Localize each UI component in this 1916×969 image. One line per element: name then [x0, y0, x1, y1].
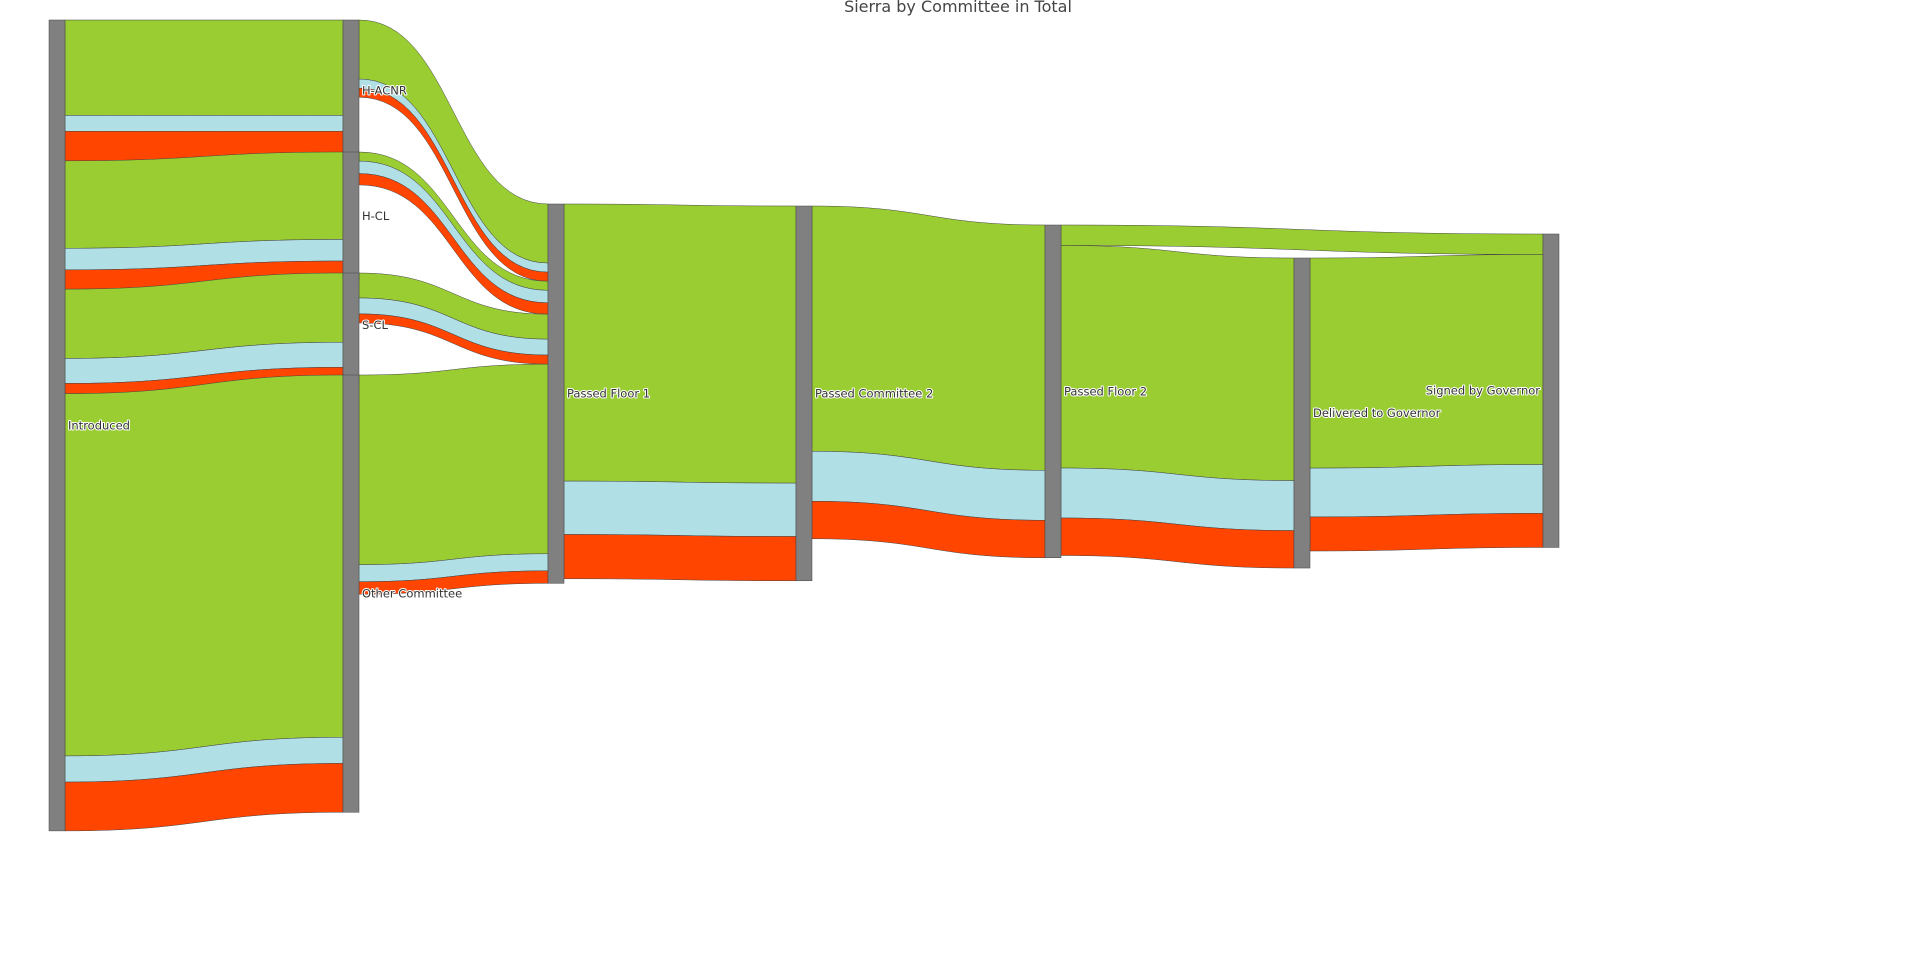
link-floor2-to-delivered-group-1[interactable]: [1060, 245, 1295, 481]
node-delivered[interactable]: [1293, 257, 1311, 569]
link-floor1-to-committee2-group-1[interactable]: [563, 203, 797, 484]
node-label-signed: Signed by Governor: [1426, 384, 1541, 398]
node-introduced[interactable]: [48, 19, 66, 832]
node-label-delivered: Delivered to Governor: [1313, 406, 1441, 420]
node-floor1[interactable]: [547, 203, 565, 584]
node-label-floor2: Passed Floor 2: [1064, 384, 1147, 398]
nodes-layer: [48, 19, 1560, 832]
node-label-other: Other Committee: [362, 587, 462, 601]
link-other-to-floor1-group-1[interactable]: [358, 363, 549, 565]
node-h-cl[interactable]: [342, 151, 360, 281]
link-committee2-to-floor2-group-1[interactable]: [811, 205, 1046, 471]
node-floor2[interactable]: [1044, 224, 1062, 559]
chart-title: Sierra by Committee in Total: [844, 0, 1072, 16]
node-label-introduced: Introduced: [68, 418, 130, 432]
node-h-acnr[interactable]: [342, 19, 360, 162]
node-s-cl[interactable]: [342, 272, 360, 378]
node-other[interactable]: [342, 374, 360, 813]
link-introduced-to-h-cl-group-1[interactable]: [64, 151, 344, 249]
link-introduced-to-h-acnr-group-2[interactable]: [64, 115, 344, 132]
link-floor1-to-committee2-group-2[interactable]: [563, 480, 797, 537]
node-label-s-cl: S-CL: [362, 318, 388, 332]
node-committee2[interactable]: [795, 205, 813, 582]
link-delivered-to-signed-group-3[interactable]: [1309, 513, 1544, 552]
node-label-floor1: Passed Floor 1: [567, 387, 650, 401]
link-introduced-to-h-acnr-group-1[interactable]: [64, 19, 344, 116]
node-label-committee2: Passed Committee 2: [815, 386, 933, 400]
node-signed[interactable]: [1542, 233, 1560, 548]
links-layer: [64, 19, 1544, 832]
link-delivered-to-signed-group-2[interactable]: [1309, 464, 1544, 518]
link-delivered-to-signed-group-1[interactable]: [1309, 254, 1544, 469]
node-label-h-cl: H-CL: [362, 209, 390, 223]
link-floor1-to-committee2-group-3[interactable]: [563, 534, 797, 582]
node-label-h-acnr: H-ACNR: [362, 83, 407, 97]
labels-layer: Introduced H-ACNR H-CL S-CL Other Committee P…: [67, 82, 1541, 601]
